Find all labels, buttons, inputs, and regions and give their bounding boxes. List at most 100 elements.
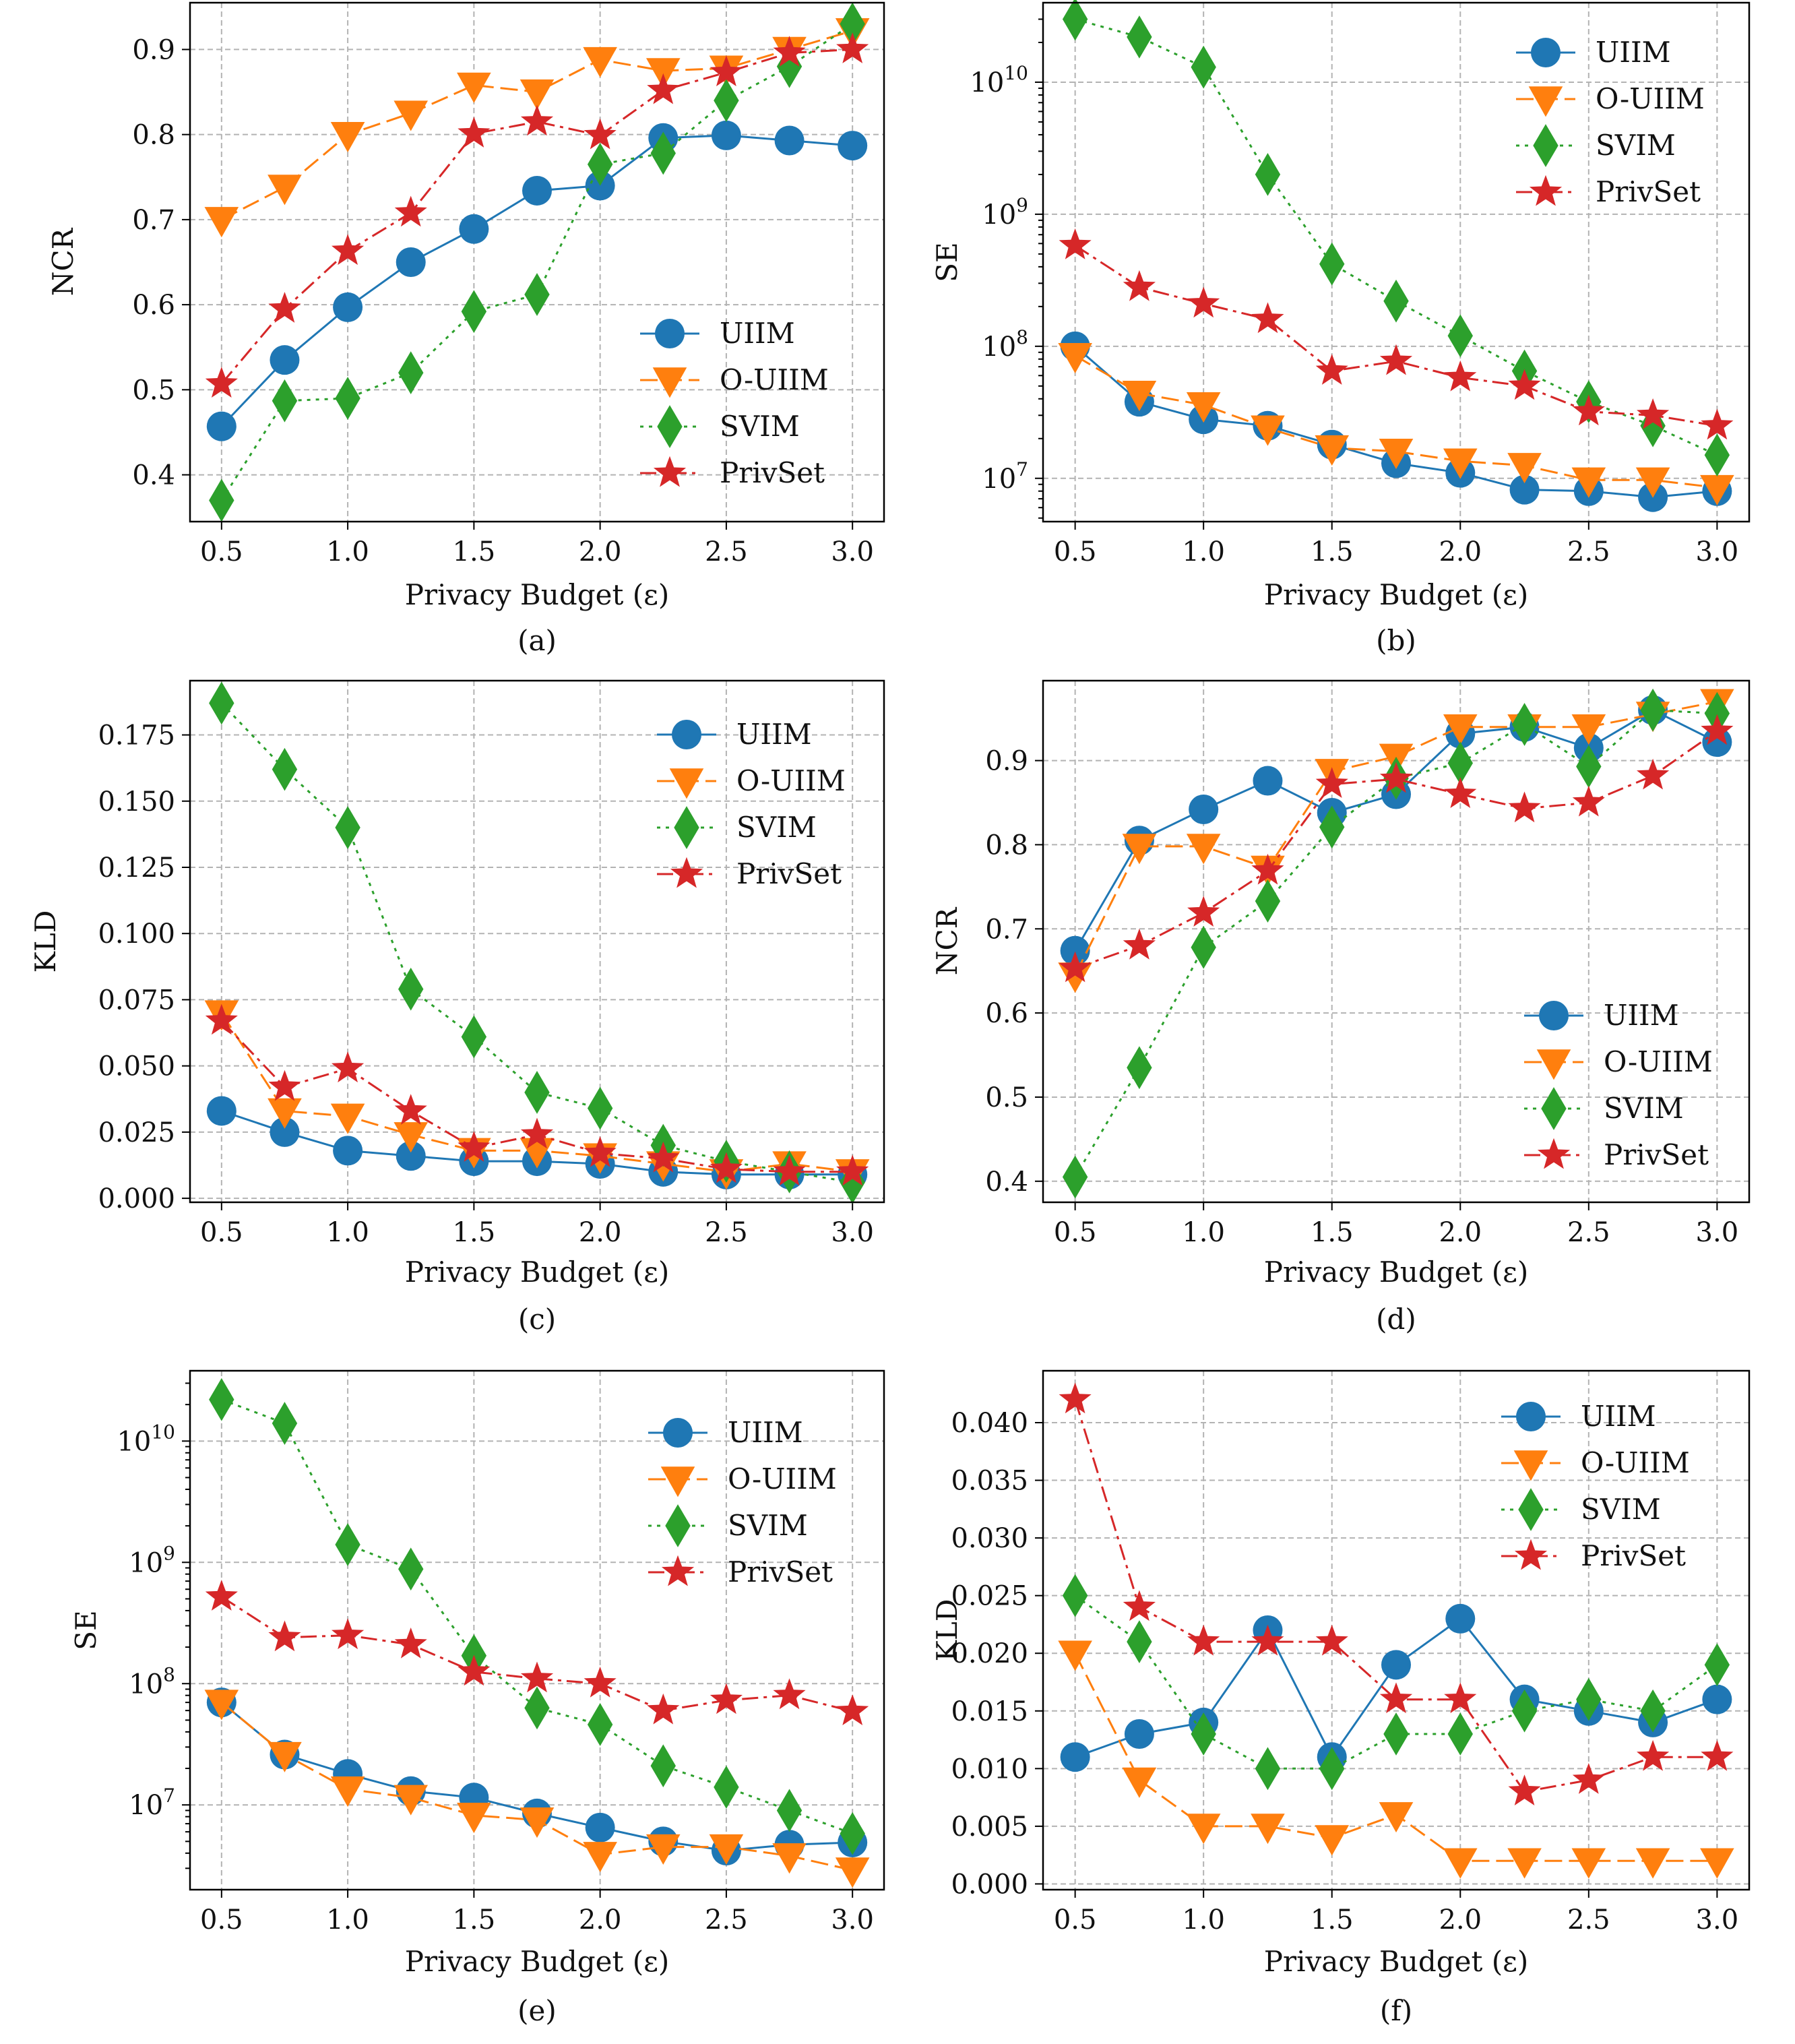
data-point: [1444, 360, 1477, 392]
y-tick-label: 1010: [970, 62, 1028, 98]
series-o-uiim: [204, 1690, 870, 1888]
legend-label: UIIM: [1596, 36, 1671, 69]
data-point: [1702, 1684, 1732, 1714]
x-tick-label: 3.0: [1696, 1904, 1739, 1935]
data-point: [1447, 741, 1473, 785]
chart-panel: 0.5 1.0 1.5 2.0 2.5 3.0 107 108 109 1010 Privacy B…: [69, 1369, 885, 2027]
y-tick-label: 0.050: [98, 1051, 175, 1082]
data-point: [584, 1136, 617, 1167]
data-point: [1187, 896, 1220, 927]
legend-label: O-UIIM: [736, 764, 846, 797]
data-point: [394, 195, 427, 227]
x-axis-label: Privacy Budget (ε): [1264, 1256, 1528, 1289]
legend-marker: [669, 768, 704, 799]
data-point: [1704, 691, 1730, 735]
x-tick-label: 1.0: [1182, 536, 1225, 567]
data-point: [1253, 766, 1283, 796]
legend-marker: [1536, 1049, 1571, 1080]
legend-marker: [670, 857, 703, 888]
data-point: [1060, 1742, 1090, 1772]
legend-marker: [1518, 1488, 1544, 1531]
series-line: [220, 48, 853, 385]
data-point: [1572, 394, 1605, 426]
series-o-uiim: [1058, 1640, 1734, 1879]
data-point: [714, 1766, 739, 1809]
data-point: [1191, 1712, 1216, 1756]
data-point: [714, 79, 739, 123]
x-tick-label: 3.0: [831, 1217, 874, 1248]
data-point: [776, 44, 802, 88]
x-tick-label: 1.5: [1311, 1904, 1354, 1935]
data-point: [1511, 703, 1538, 746]
data-point: [710, 1152, 743, 1183]
series-uiim: [1060, 1603, 1732, 1772]
data-point: [647, 1693, 680, 1725]
x-tick-label: 2.0: [579, 1217, 622, 1248]
legend-label: SVIM: [1604, 1092, 1684, 1125]
legend: UIIM O-UIIM SVIM PrivSet: [1516, 36, 1705, 208]
data-point: [1507, 453, 1542, 484]
series-svim: [1062, 688, 1730, 1199]
legend-label: O-UIIM: [728, 1462, 837, 1495]
chart-panel: 0.5 1.0 1.5 2.0 2.5 3.0 107 108 109 1010 Privacy B…: [931, 0, 1751, 657]
legend-marker: [660, 1466, 695, 1497]
data-point: [1704, 433, 1730, 477]
legend-marker: [663, 1418, 693, 1448]
x-tick-label: 3.0: [1696, 1217, 1739, 1248]
data-point: [335, 1523, 360, 1566]
data-point: [520, 104, 554, 136]
series-uiim: [206, 120, 868, 441]
data-point: [1379, 1682, 1413, 1714]
y-tick-label: 0.040: [951, 1408, 1028, 1439]
legend-label: PrivSet: [1604, 1138, 1709, 1171]
x-tick-label: 2.5: [705, 1904, 748, 1935]
x-tick-label: 1.0: [326, 1217, 369, 1248]
x-tick-label: 0.5: [200, 536, 243, 567]
data-point: [457, 72, 491, 103]
data-point: [1383, 279, 1409, 323]
legend-marker: [652, 367, 687, 398]
legend-label: O-UIIM: [720, 363, 829, 396]
plot-frame: [1042, 679, 1751, 1204]
legend: UIIM O-UIIM SVIM PrivSet: [640, 317, 829, 489]
y-axis-label: NCR: [931, 906, 964, 975]
series-line: [1074, 700, 1718, 976]
data-point: [519, 1807, 555, 1838]
data-point: [710, 1683, 743, 1714]
data-point: [1319, 805, 1345, 849]
data-point: [267, 175, 302, 206]
legend-marker: [657, 405, 683, 448]
series-privset: [205, 32, 869, 398]
data-point: [840, 1811, 865, 1855]
data-point: [1315, 435, 1350, 466]
data-point: [1315, 354, 1348, 385]
x-tick-label: 2.0: [1439, 1217, 1482, 1248]
data-point: [1059, 951, 1092, 983]
data-point: [524, 1686, 550, 1730]
data-point: [1443, 1848, 1478, 1879]
chart-panel: 0.5 1.0 1.5 2.0 2.5 3.0 0.4 0.5 0.6 0.7 0.8 0.9 Priv…: [931, 679, 1751, 1336]
y-tick-label: 107: [982, 458, 1028, 495]
series-line: [1074, 1399, 1718, 1793]
data-point: [524, 1071, 550, 1114]
data-point: [647, 1141, 680, 1173]
data-point: [650, 131, 676, 175]
data-point: [1191, 45, 1216, 89]
series-svim: [1062, 0, 1730, 477]
x-tick-label: 0.5: [1054, 1217, 1097, 1248]
y-tick-label: 107: [129, 1785, 175, 1821]
data-point: [205, 367, 238, 398]
data-point: [1059, 228, 1092, 259]
data-point: [772, 1843, 807, 1874]
data-point: [205, 1580, 238, 1611]
data-point: [1062, 0, 1088, 41]
data-point: [1444, 1682, 1477, 1714]
plot-frame: [1042, 1369, 1751, 1891]
legend-label: SVIM: [728, 1509, 808, 1542]
legend-marker: [655, 319, 685, 348]
data-point: [206, 1096, 237, 1126]
x-tick-label: 0.5: [1054, 1904, 1097, 1935]
data-point: [1443, 714, 1478, 745]
data-point: [268, 1620, 301, 1652]
data-point: [1635, 1848, 1670, 1879]
